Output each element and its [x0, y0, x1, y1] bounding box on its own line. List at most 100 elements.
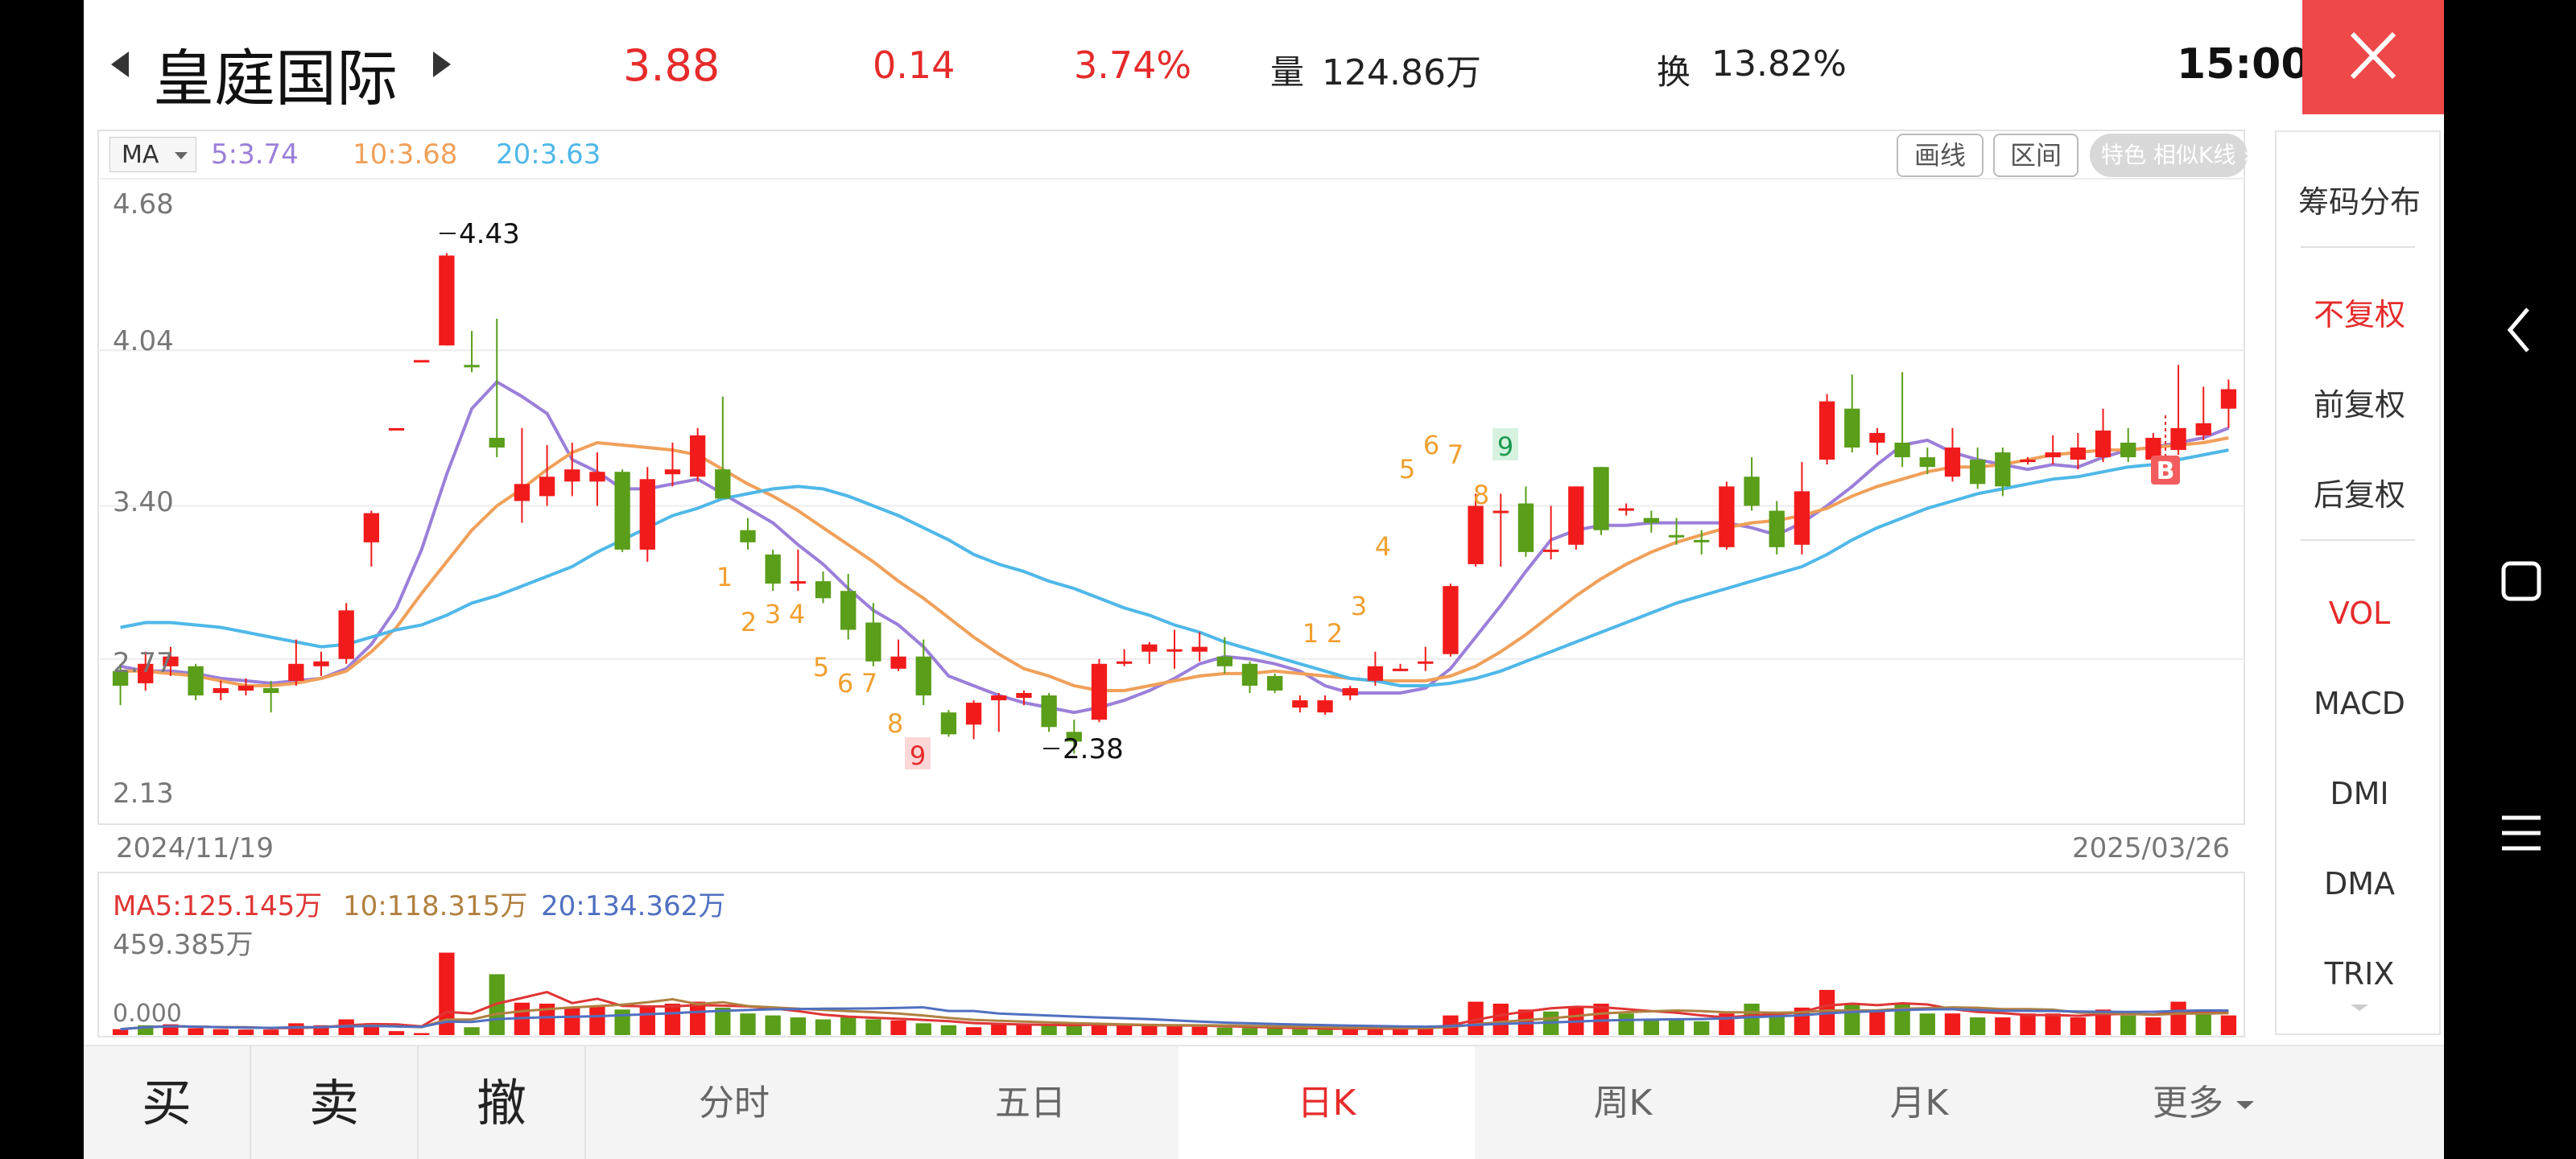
home-nav-icon[interactable]: [2500, 560, 2542, 602]
candle: [564, 443, 580, 497]
candle-body: [2070, 448, 2087, 460]
candle-body: [1317, 700, 1333, 713]
price-change-percent: 3.74%: [1074, 43, 1192, 87]
candle: [1542, 505, 1559, 559]
draw-line-button[interactable]: 画线: [1897, 134, 1984, 177]
candle: [815, 571, 832, 604]
candle-body: [1292, 700, 1308, 708]
candle-body: [1869, 432, 1885, 443]
volume-bar: [1392, 1028, 1409, 1035]
ma-indicator-toggle[interactable]: MA: [109, 137, 196, 172]
candle-body: [1392, 668, 1409, 671]
cancel-order-button[interactable]: 撤: [476, 1074, 526, 1132]
recent-apps-nav-icon[interactable]: [2499, 813, 2544, 853]
candle: [2120, 427, 2136, 463]
close-button[interactable]: [2302, 0, 2444, 114]
candle: [1241, 661, 1258, 694]
price-axis-label: 2.13: [113, 777, 174, 810]
volume-bar: [1292, 1029, 1308, 1035]
seq-number-label: 1: [716, 562, 733, 592]
volume-bar: [1694, 1021, 1710, 1035]
ma-toggle-label: MA: [122, 141, 159, 169]
candle: [2070, 432, 2087, 470]
buy-signal-letter: B: [2157, 457, 2175, 485]
candle: [1643, 510, 1660, 533]
candle-body: [1818, 401, 1835, 460]
ma10-value: 10:3.68: [353, 138, 458, 171]
volume-bar: [2070, 1017, 2087, 1035]
turnover-value: 13.82%: [1711, 43, 1847, 85]
seq-number-label: 1: [1302, 618, 1319, 649]
candle: [790, 549, 807, 592]
tab-monthly-k[interactable]: 月K: [1889, 1083, 1949, 1124]
no-adjust-item[interactable]: 不复权: [2313, 297, 2405, 332]
candle-body: [288, 663, 304, 681]
candle-body: [1618, 508, 1634, 511]
start-date-label: 2024/11/19: [116, 832, 274, 864]
seq-number-label: 4: [789, 599, 805, 629]
volume-bar: [940, 1025, 957, 1035]
volume-bar: [1041, 1025, 1057, 1035]
high-price-label: 4.43: [459, 218, 520, 250]
indicator-macd[interactable]: MACD: [2314, 686, 2405, 721]
prev-stock-arrow-icon[interactable]: [111, 52, 129, 77]
tab-five-day[interactable]: 五日: [995, 1083, 1066, 1124]
candle-body: [840, 591, 857, 630]
candle-body: [815, 581, 832, 599]
candle-body: [388, 427, 405, 431]
candle-body: [765, 554, 781, 584]
tab-more[interactable]: 更多: [2067, 1046, 2341, 1159]
quote-header: 皇庭国际 3.88 0.14 3.74% 量 124.86万 换 13.82% …: [84, 0, 2444, 114]
tab-daily-k[interactable]: 日K: [1179, 1046, 1475, 1159]
chevron-down-icon: [175, 152, 188, 159]
backward-adjust-item[interactable]: 后复权: [2313, 477, 2405, 513]
candle: [1769, 501, 1785, 555]
candle: [1694, 530, 1710, 555]
app-window: 皇庭国际 3.88 0.14 3.74% 量 124.86万 换 13.82% …: [84, 0, 2444, 1159]
chip-distribution-item[interactable]: 筹码分布: [2297, 184, 2421, 220]
volume-bar: [1468, 1001, 1484, 1035]
candle-body: [1694, 539, 1710, 542]
indicator-dma[interactable]: DMA: [2323, 866, 2396, 901]
candle-body: [991, 695, 1007, 701]
seq-number-label: 6: [837, 668, 853, 699]
tab-weekly-k[interactable]: 周K: [1593, 1083, 1653, 1124]
back-nav-icon[interactable]: [2504, 306, 2536, 354]
candle: [1944, 427, 1961, 482]
indicator-trix[interactable]: TRIX: [2324, 956, 2395, 992]
vol-ma10-value: 10:118.315万: [343, 890, 528, 922]
candle: [1568, 486, 1584, 550]
candle: [740, 518, 756, 550]
buy-button[interactable]: 买: [141, 1074, 192, 1132]
candle: [2195, 386, 2211, 440]
scroll-down-icon[interactable]: [2347, 1000, 2372, 1016]
volume-bar: [1342, 1029, 1358, 1035]
candle-body: [1267, 675, 1283, 691]
sell-button[interactable]: 卖: [308, 1074, 359, 1132]
forward-adjust-item[interactable]: 前复权: [2313, 387, 2405, 423]
indicator-vol[interactable]: VOL: [2328, 596, 2391, 631]
volume-bar: [414, 1033, 430, 1035]
volume-value: 124.86万: [1322, 52, 1481, 93]
candle-body: [1919, 457, 1935, 468]
next-stock-arrow-icon[interactable]: [433, 52, 451, 77]
candle-body: [1643, 518, 1660, 523]
tab-intraday[interactable]: 分时: [699, 1083, 770, 1124]
indicator-dmi[interactable]: DMI: [2330, 776, 2389, 811]
candle: [1995, 448, 2011, 497]
similar-kline-button[interactable]: 特色 相似K线 ›: [2090, 134, 2252, 177]
volume-bar: [1091, 1024, 1108, 1035]
volume-bar: [1492, 1003, 1509, 1035]
candle: [915, 639, 931, 706]
candle-body: [1794, 491, 1810, 545]
stock-name[interactable]: 皇庭国际: [153, 43, 398, 114]
volume-bar: [188, 1028, 204, 1035]
seq-number-label: 6: [1423, 430, 1439, 460]
volume-bar: [464, 1027, 480, 1035]
candle-body: [2095, 430, 2112, 458]
range-button[interactable]: 区间: [1993, 134, 2079, 177]
seq-number-label: 2: [1327, 618, 1343, 649]
candle: [112, 663, 129, 706]
seq-number-label: 7: [1447, 439, 1463, 470]
